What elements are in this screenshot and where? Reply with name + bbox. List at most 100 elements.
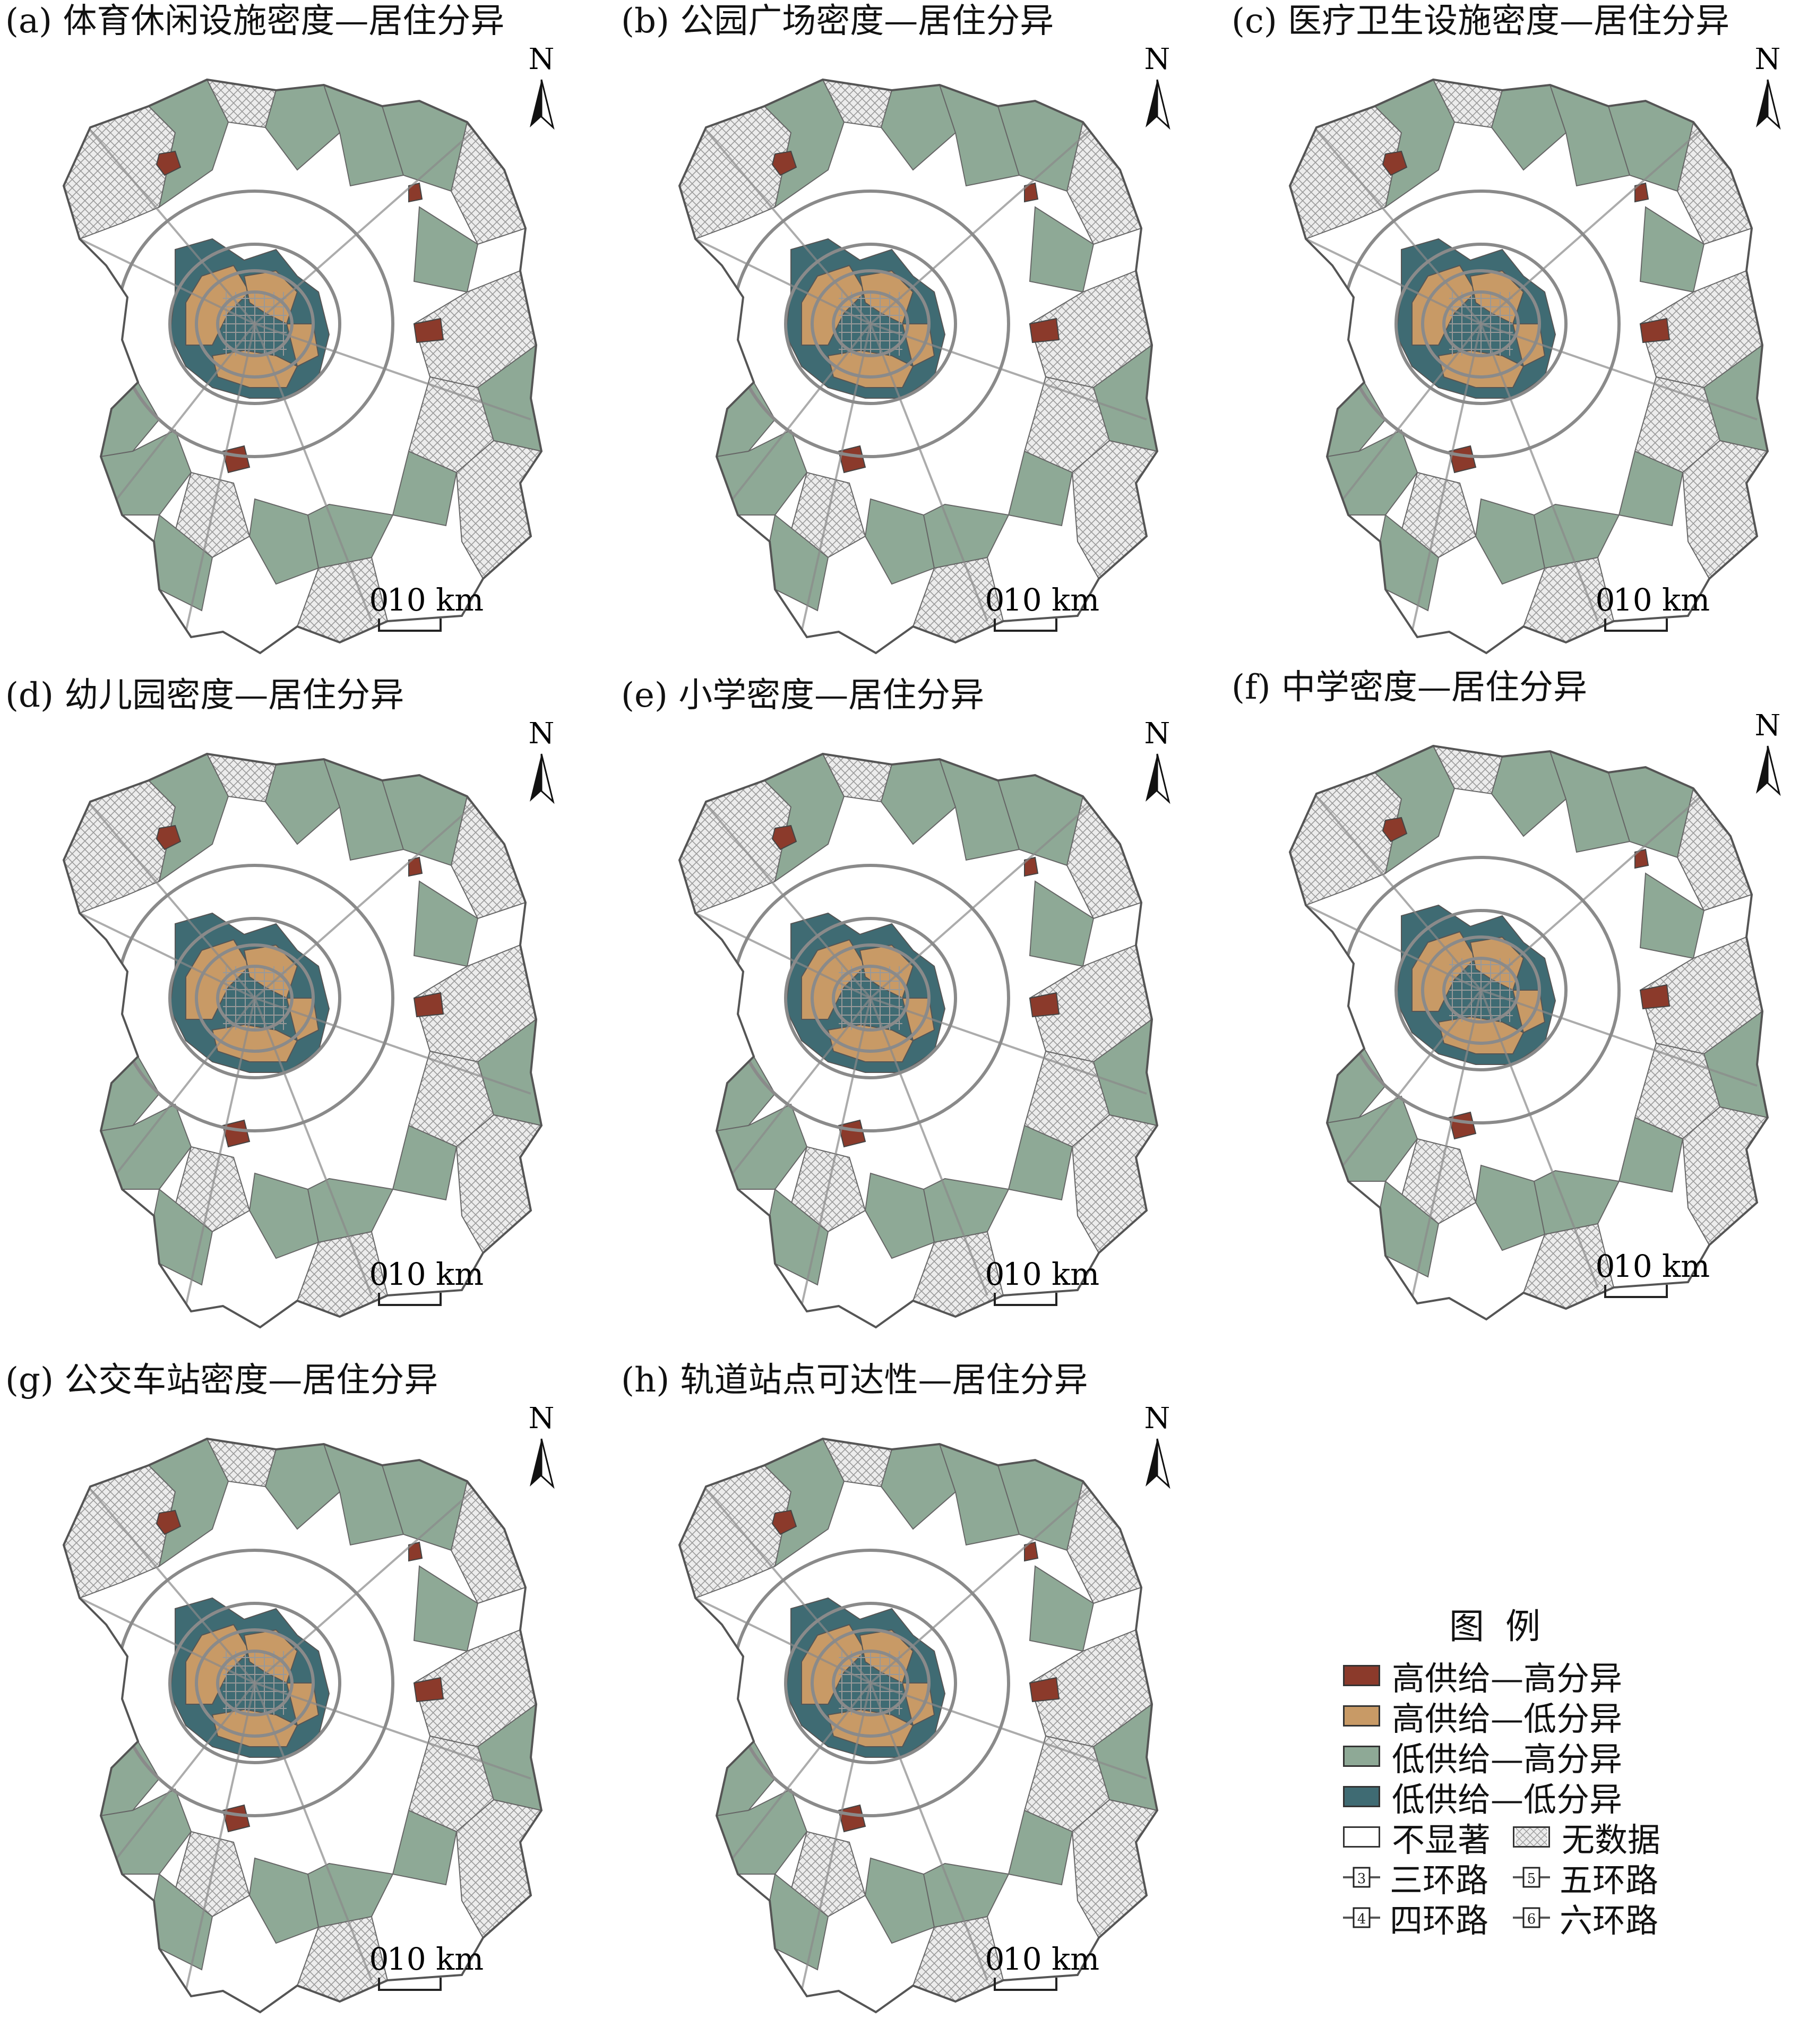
map-panel-e: (e) 小学密度—居住分异 N 0 10 km bbox=[616, 674, 1216, 1359]
highway bbox=[1480, 126, 1705, 325]
highway bbox=[1411, 990, 1482, 1299]
legend-label: 低供给—高分异 bbox=[1392, 1740, 1623, 1779]
legend-title: 图例 bbox=[1449, 1606, 1562, 1647]
highway bbox=[800, 998, 872, 1307]
high-high-region bbox=[1634, 182, 1649, 203]
scale-bar: 010 km bbox=[985, 1256, 1099, 1306]
low-high-region bbox=[1475, 1164, 1546, 1251]
panel-title: (b) 公园广场密度—居住分异 bbox=[621, 2, 1054, 41]
ring-road bbox=[811, 1628, 931, 1738]
district-map: N 010 km bbox=[62, 1407, 555, 2014]
highway bbox=[116, 323, 256, 500]
legend-label: 低供给—低分异 bbox=[1392, 1780, 1623, 1819]
high-high-region bbox=[1382, 150, 1408, 176]
north-arrow-icon: N bbox=[1144, 1407, 1170, 1489]
district-map: N 010 km bbox=[62, 722, 555, 1329]
scale-label: 10 km bbox=[1613, 582, 1710, 618]
highway bbox=[689, 785, 872, 999]
low-high-region bbox=[1374, 746, 1456, 875]
low-high-region bbox=[248, 1857, 320, 1944]
highway bbox=[800, 323, 872, 632]
north-letter: N bbox=[529, 722, 555, 751]
ring-road bbox=[195, 269, 315, 379]
high-high-region bbox=[413, 992, 444, 1018]
district-map: N 010 km bbox=[1288, 48, 1781, 655]
ring-road-shield-icon: 4 bbox=[1343, 1907, 1380, 1928]
ring-road-number: 5 bbox=[1527, 1871, 1536, 1887]
north-letter: N bbox=[1144, 48, 1170, 76]
ring-road bbox=[168, 917, 341, 1079]
city-boundary bbox=[62, 78, 543, 655]
high-high-region bbox=[408, 182, 423, 203]
highway bbox=[1299, 110, 1482, 325]
high-high-region bbox=[413, 1677, 444, 1703]
ring-road bbox=[216, 1650, 294, 1716]
highway bbox=[1299, 777, 1482, 991]
ring-road bbox=[832, 290, 909, 357]
highway bbox=[1480, 989, 1758, 1087]
high-high-region bbox=[156, 150, 182, 176]
low-high-region bbox=[1618, 1117, 1684, 1193]
highway bbox=[1305, 904, 1482, 991]
ring-road bbox=[216, 965, 294, 1032]
north-arrow-icon: N bbox=[529, 48, 555, 130]
scale-bar: 010 km bbox=[369, 1941, 484, 1991]
ring-road-shield-icon: 6 bbox=[1513, 1907, 1550, 1928]
highway bbox=[689, 1470, 872, 1684]
high-high-region bbox=[1024, 1541, 1039, 1562]
ring-road-shield-icon: 3 bbox=[1343, 1867, 1380, 1888]
ring-road-shield-icon: 5 bbox=[1513, 1867, 1550, 1888]
legend-swatch bbox=[1343, 1665, 1380, 1686]
legend-item-not-significant: 不显著 bbox=[1343, 1818, 1491, 1859]
north-letter: N bbox=[1144, 1407, 1170, 1436]
high-high-region bbox=[1029, 992, 1060, 1018]
low-high-region bbox=[923, 1862, 1010, 1928]
high-high-region bbox=[408, 856, 423, 877]
highway bbox=[254, 1485, 479, 1684]
scale-bar: 010 km bbox=[369, 582, 484, 632]
scale-bar: 010 km bbox=[985, 1941, 1099, 1991]
city-boundary bbox=[1288, 78, 1769, 655]
highway bbox=[870, 1682, 1147, 1780]
legend-label: 四环路 bbox=[1390, 1901, 1489, 1940]
highway bbox=[869, 801, 1095, 999]
highway bbox=[869, 126, 1095, 325]
city-boundary bbox=[678, 752, 1159, 1329]
scale-zero: 0 bbox=[369, 1256, 389, 1292]
map-panel-a: (a) 体育休闲设施密度—居住分异 N 0 10 km bbox=[0, 0, 600, 685]
low-high-region bbox=[923, 1178, 1010, 1243]
district-map: N 010 km bbox=[678, 48, 1170, 655]
highway bbox=[1411, 323, 1482, 632]
high-high-region bbox=[222, 1804, 251, 1833]
legend-item-low-high: 低供给—高分异 bbox=[1343, 1737, 1622, 1779]
scale-label: 10 km bbox=[387, 582, 484, 618]
city-boundary bbox=[678, 78, 1159, 655]
legend-label: 三环路 bbox=[1390, 1861, 1489, 1900]
highway bbox=[695, 1597, 871, 1684]
map-panel-h: (h) 轨道站点可达性—居住分异 N 0 10 km bbox=[616, 1359, 1216, 2044]
ring-road bbox=[1394, 909, 1568, 1071]
high-high-region bbox=[838, 1119, 866, 1148]
highway bbox=[73, 110, 256, 325]
scale-bar: 010 km bbox=[985, 582, 1099, 632]
low-high-region bbox=[1533, 1170, 1620, 1235]
legend-item-ring3: 3 三环路 bbox=[1343, 1858, 1488, 1900]
ring-road bbox=[832, 965, 909, 1032]
ring-road bbox=[1442, 957, 1520, 1024]
high-high-region bbox=[1382, 817, 1408, 843]
low-high-region bbox=[392, 450, 458, 527]
scale-label: 10 km bbox=[1003, 1256, 1099, 1292]
legend-label: 六环路 bbox=[1560, 1901, 1659, 1940]
low-high-region bbox=[923, 503, 1010, 569]
legend-label: 不显著 bbox=[1392, 1820, 1491, 1859]
high-high-region bbox=[1639, 317, 1671, 343]
north-letter: N bbox=[1144, 722, 1170, 751]
scale-zero: 0 bbox=[985, 582, 1005, 618]
district-map: N 010 km bbox=[1288, 714, 1781, 1321]
highway bbox=[116, 997, 256, 1174]
high-high-region bbox=[771, 1509, 797, 1535]
highway bbox=[254, 1682, 531, 1780]
ring-road bbox=[168, 243, 341, 405]
highway bbox=[870, 997, 1147, 1095]
high-high-region bbox=[1029, 317, 1060, 343]
